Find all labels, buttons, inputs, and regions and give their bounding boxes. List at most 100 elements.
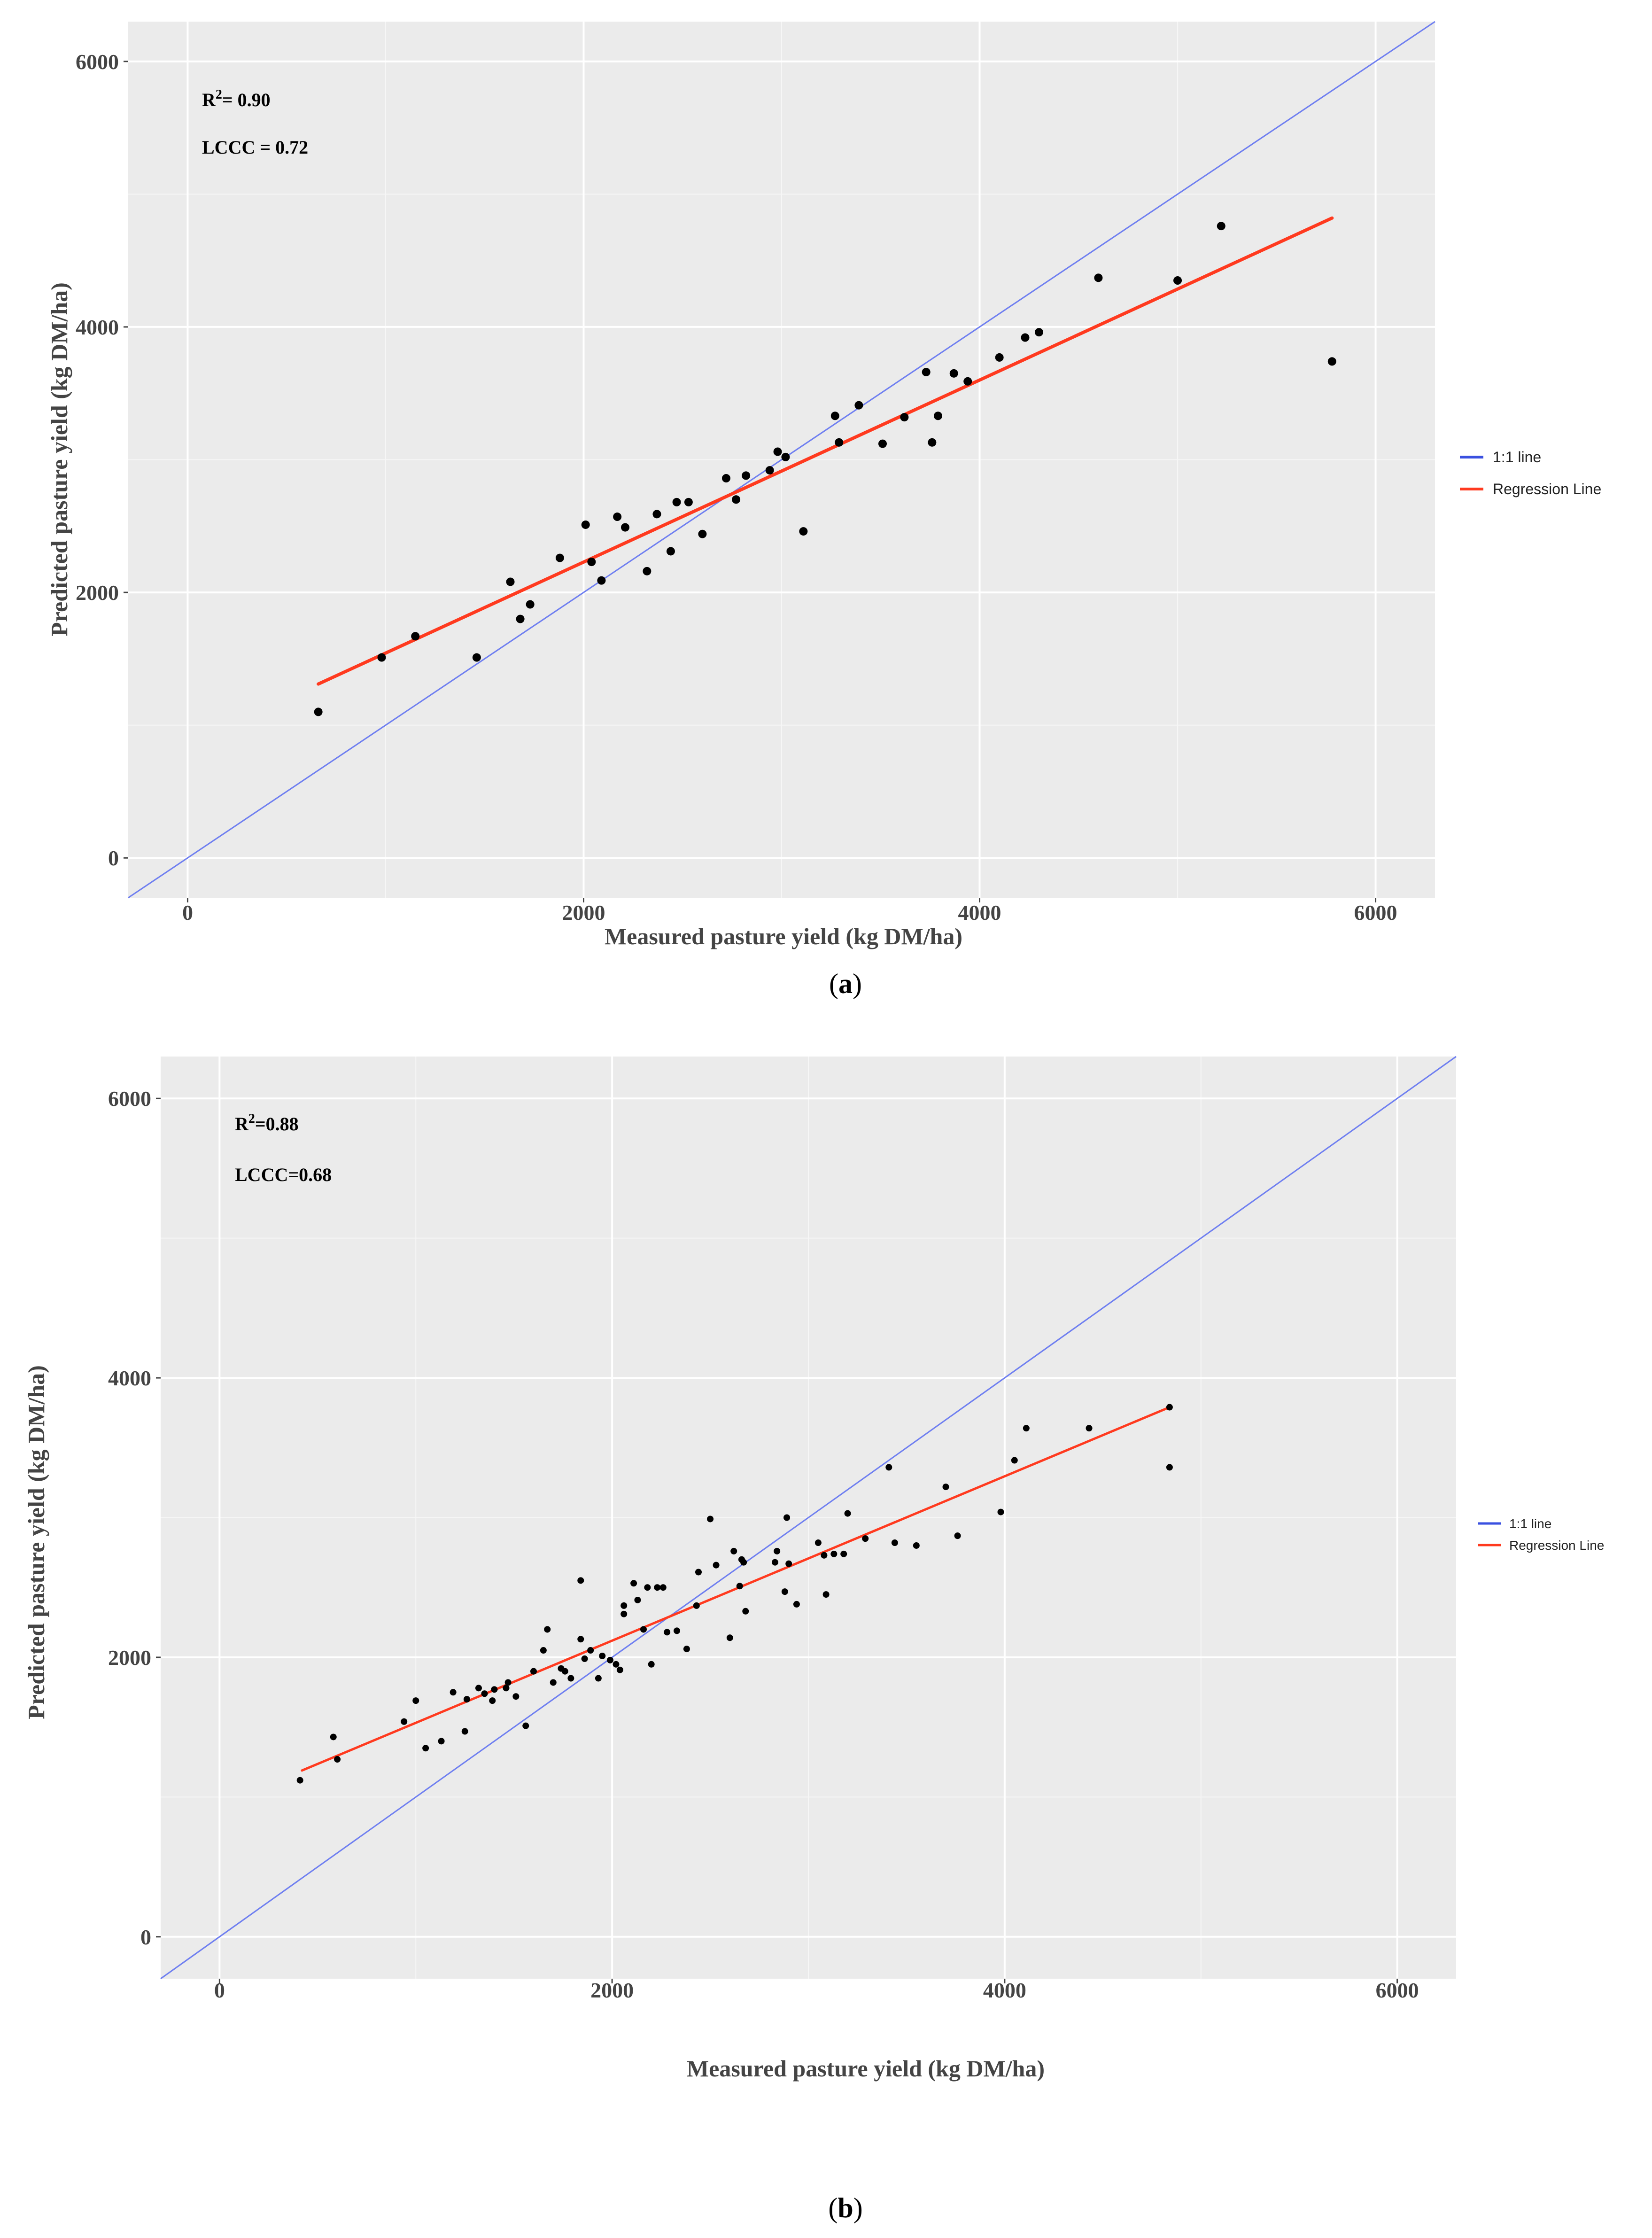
data-point [835, 438, 844, 447]
data-points [314, 222, 1336, 716]
data-point [613, 513, 622, 521]
data-point [736, 1583, 743, 1590]
data-point [1166, 1464, 1173, 1471]
data-point [659, 1584, 667, 1591]
data-point [695, 1569, 702, 1576]
data-point [683, 1646, 690, 1653]
data-point [461, 1728, 468, 1735]
chart-panel-a: 0 2000 4000 6000 0 2000 4000 6000 R2= 0.90 LCCC… [46, 21, 1601, 999]
data-point [314, 707, 323, 716]
data-point [844, 1510, 851, 1517]
data-point [550, 1679, 557, 1686]
x-tick-label: 2000 [590, 1978, 634, 2002]
data-point [781, 1588, 788, 1595]
data-point [997, 1508, 1004, 1515]
data-point [377, 653, 386, 662]
data-point [1034, 328, 1043, 337]
data-point [830, 1550, 838, 1557]
data-point [840, 1550, 847, 1557]
data-point [491, 1686, 498, 1693]
data-point [577, 1636, 584, 1643]
data-point [613, 1661, 620, 1668]
data-point [674, 1627, 681, 1634]
y-tick-label: 2000 [108, 1646, 151, 1670]
data-point [587, 558, 596, 567]
y-tick-label: 4000 [108, 1366, 151, 1390]
data-point [422, 1745, 429, 1752]
data-point [821, 1552, 828, 1559]
y-axis-label: Predicted pasture yield (kg DM/ha) [46, 282, 72, 637]
data-point [854, 401, 863, 410]
y-tick-label: 4000 [76, 315, 119, 339]
data-point [885, 1464, 892, 1471]
data-point [773, 447, 782, 456]
data-point [1173, 276, 1182, 285]
data-point [621, 523, 630, 532]
data-point [963, 377, 972, 386]
data-point [672, 497, 681, 506]
legend: 1:1 line Regression Line [1478, 1516, 1604, 1553]
data-point [726, 1634, 733, 1641]
data-point [640, 1626, 647, 1633]
axis-ticks: 0 2000 4000 6000 0 2000 4000 6000 [108, 1087, 1419, 2002]
data-point [577, 1577, 584, 1584]
data-point [1166, 1404, 1173, 1411]
y-tick-label: 0 [140, 1925, 151, 1949]
data-point [450, 1689, 457, 1696]
data-point [648, 1661, 655, 1668]
lccc-annotation: LCCC=0.68 [235, 1164, 332, 1185]
data-point [463, 1696, 470, 1703]
data-point [599, 1652, 606, 1659]
data-point [900, 413, 909, 422]
x-tick-label: 2000 [562, 901, 605, 925]
x-tick-label: 0 [214, 1978, 225, 2002]
data-point [774, 1547, 781, 1554]
data-point [296, 1777, 303, 1784]
data-point [765, 466, 774, 475]
data-point [561, 1668, 568, 1675]
data-point [606, 1656, 613, 1663]
data-point [684, 497, 693, 506]
data-point [666, 547, 675, 556]
data-point [522, 1722, 529, 1729]
data-point [475, 1685, 482, 1692]
legend: 1:1 line Regression Line [1460, 449, 1601, 497]
data-point [799, 527, 808, 536]
data-point [878, 439, 887, 448]
data-point [587, 1647, 594, 1654]
data-point [634, 1596, 641, 1603]
data-point [555, 553, 564, 562]
legend-label-regression: Regression Line [1509, 1538, 1604, 1553]
r-squared-annotation: R2=0.88 [235, 1111, 299, 1135]
data-point [411, 632, 420, 641]
data-point [1023, 1425, 1030, 1432]
data-point [928, 438, 937, 447]
data-point [1327, 357, 1336, 366]
data-point [740, 1559, 747, 1566]
data-point [654, 1584, 661, 1591]
y-tick-label: 2000 [76, 581, 119, 605]
data-point [830, 412, 839, 420]
data-point [544, 1626, 551, 1633]
data-point [730, 1547, 737, 1554]
data-point [995, 353, 1004, 362]
data-point [933, 412, 942, 420]
data-point [891, 1539, 898, 1546]
data-point [630, 1580, 637, 1587]
one-to-one-line [128, 21, 1435, 899]
data-point [540, 1647, 547, 1654]
data-point [785, 1560, 792, 1567]
data-point [401, 1718, 408, 1725]
legend-label-one-to-one: 1:1 line [1493, 449, 1541, 466]
panel-label-a: (a) [829, 968, 862, 999]
data-point [643, 567, 651, 575]
x-axis-label: Measured pasture yield (kg DM/ha) [605, 923, 962, 949]
x-tick-label: 6000 [1376, 1978, 1419, 2002]
data-point [489, 1697, 496, 1704]
y-tick-label: 6000 [76, 50, 119, 74]
data-point [942, 1484, 949, 1491]
data-point [597, 576, 606, 585]
data-point [913, 1542, 920, 1549]
r-squared-annotation: R2= 0.90 [202, 87, 271, 110]
